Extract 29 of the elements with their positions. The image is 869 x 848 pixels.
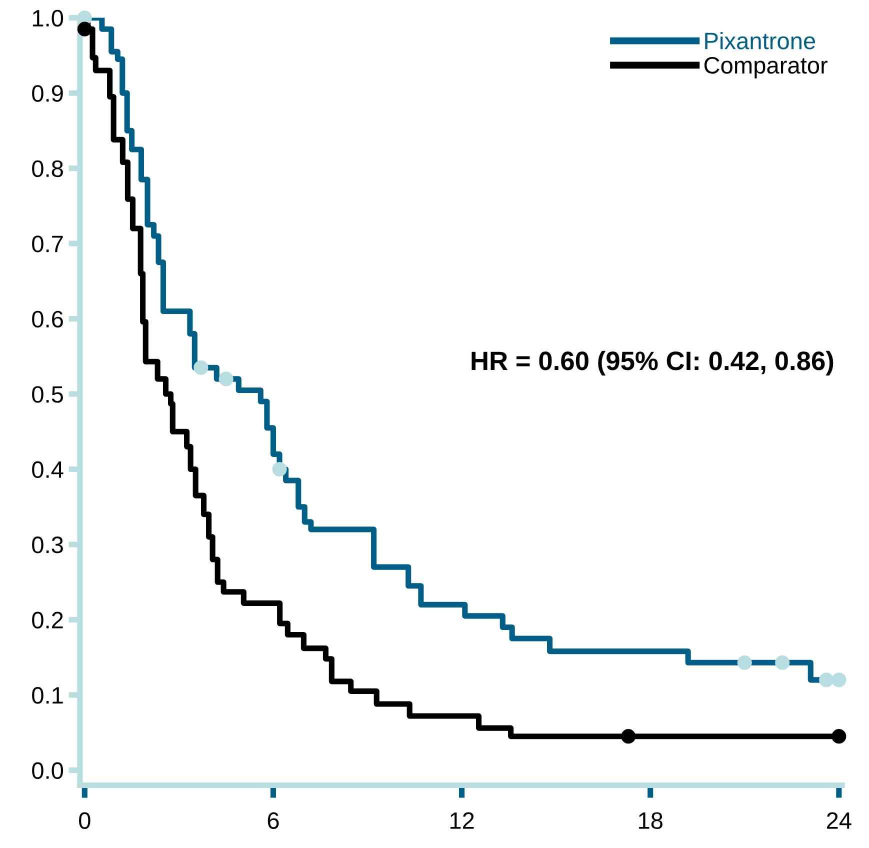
y-tick-label: 0.2 xyxy=(32,612,63,629)
legend-label: Comparator xyxy=(704,56,828,78)
x-tick-label: 0 xyxy=(79,812,90,829)
point xyxy=(194,360,208,375)
point xyxy=(272,462,287,477)
y-tick-label: 0.8 xyxy=(32,160,63,178)
point xyxy=(832,672,846,688)
x-tick-label: 12 xyxy=(450,812,474,829)
x-tick-label: 24 xyxy=(826,812,852,829)
point xyxy=(819,672,834,688)
y-tick-label: 0.7 xyxy=(32,236,63,252)
point xyxy=(621,729,636,744)
y-tick-label: 0.1 xyxy=(32,687,63,704)
y-tick-label: 0.3 xyxy=(32,536,63,554)
legend-label: Pixantrone xyxy=(705,32,816,50)
y-tick-label: 0.5 xyxy=(32,386,63,403)
point xyxy=(832,729,846,744)
point xyxy=(737,655,752,670)
point xyxy=(775,655,790,670)
point xyxy=(218,372,234,386)
point xyxy=(77,22,92,36)
y-tick-label: 0.6 xyxy=(32,310,63,328)
x-tick-label: 18 xyxy=(639,812,662,829)
x-tick-label: 6 xyxy=(268,812,279,829)
y-tick-label: 0.9 xyxy=(32,85,63,102)
y-tick-label: 0.4 xyxy=(32,461,64,478)
y-tick-label: 0.0 xyxy=(32,762,64,779)
y-tick-label: 1.0 xyxy=(32,10,64,27)
annotation: HR = 0.60 (95% CI: 0.42, 0.86) xyxy=(472,350,834,376)
